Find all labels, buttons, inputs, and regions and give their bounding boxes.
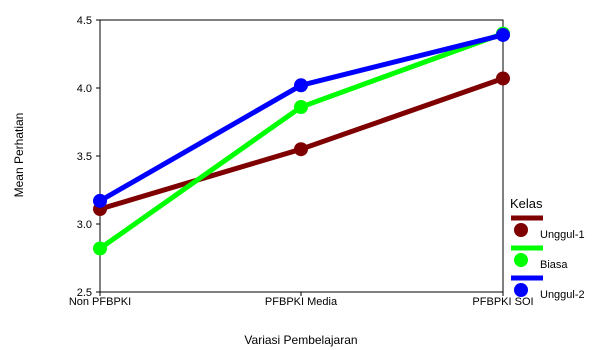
x-axis-title: Variasi Pembelajaran [244, 333, 357, 347]
data-point [496, 27, 510, 42]
y-axis: 2.5 3.0 3.5 4.0 4.5 [77, 15, 100, 299]
x-tick-label: Non PFBPKI [69, 296, 131, 308]
series-line [98, 31, 504, 251]
legend-label: Unggul-1 [540, 229, 585, 241]
y-tick-label: 3.0 [77, 219, 92, 231]
data-point [93, 193, 107, 208]
series-line [98, 32, 504, 204]
data-point [294, 100, 308, 115]
legend-label: Unggul-2 [540, 289, 585, 301]
y-tick-label: 3.5 [77, 151, 92, 163]
series-unggul-2 [93, 27, 510, 208]
legend: Kelas Unggul-1 Biasa Unggul-2 [510, 196, 585, 301]
data-point [93, 241, 107, 256]
legend-title: Kelas [510, 196, 543, 211]
x-axis: Non PFBPKI PFBPKI Media PFBPKI SOI [69, 292, 534, 308]
legend-label: Biasa [540, 259, 568, 271]
x-tick-label: PFBPKI SOI [472, 296, 533, 308]
legend-swatch-marker [514, 253, 528, 267]
data-point [294, 142, 308, 157]
y-tick-label: 2.5 [77, 287, 92, 299]
x-tick-label: PFBPKI Media [265, 296, 338, 308]
series-unggul-1 [93, 71, 510, 217]
series-layer [93, 26, 510, 256]
y-axis-title: Mean Perhatian [12, 113, 26, 198]
legend-swatch-marker [514, 223, 528, 237]
y-tick-label: 4.5 [77, 15, 92, 27]
y-tick-label: 4.0 [77, 83, 92, 95]
data-point [294, 78, 308, 93]
data-point [496, 71, 510, 86]
legend-swatch-marker [514, 283, 528, 297]
series-biasa [93, 26, 510, 256]
